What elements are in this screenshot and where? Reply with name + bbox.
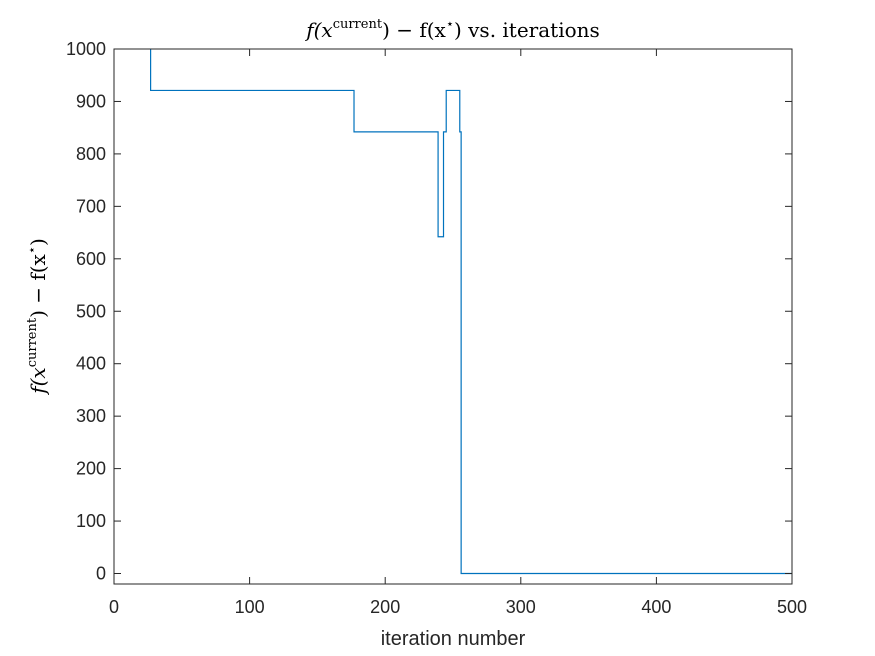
chart-title-part-2: ) − f(x [382,18,446,42]
y-tick-label: 200 [76,459,106,479]
chart-title-part-3: ) vs. iterations [454,18,600,42]
y-tick-label: 0 [96,564,106,584]
y-tick-label: 1000 [66,39,106,59]
y-axis-label: f(xcurrent) − f(x⋆) [25,238,50,396]
chart-title-superscript-2: ⋆ [446,17,454,32]
axes-box [113,48,793,585]
y-axis-label-part-2: ) − f(x [26,253,50,317]
x-axis-label: iteration number [381,628,526,650]
chart-title-part-1: f(x [304,18,332,42]
x-tick-label: 400 [641,597,671,617]
data-layer [150,49,792,575]
chart-title-superscript-1: current [333,17,383,32]
y-axis-label-superscript-1: current [25,317,40,367]
y-tick-label: 300 [76,406,106,426]
plot-area [114,49,792,584]
x-tick-label: 200 [370,597,400,617]
y-tick-label: 800 [76,144,106,164]
y-axis-label-part-3: ) [26,238,50,246]
y-tick-label: 600 [76,249,106,269]
y-tick-label: 100 [76,511,106,531]
y-axis-label-superscript-2: ⋆ [25,246,40,254]
series-line-1 [150,49,792,575]
x-tick-label: 500 [777,597,807,617]
y-tick-label: 500 [76,301,106,321]
y-tick-label: 700 [76,196,106,216]
x-tick-label: 0 [109,597,119,617]
x-tick-label: 300 [506,597,536,617]
chart-title: f(xcurrent) − f(x⋆) vs. iterations [304,17,600,42]
y-tick-label: 400 [76,354,106,374]
y-tick-label: 900 [76,91,106,111]
tick-layer: 0 100 200 300 400 500 0 100 200 300 400 500 600 700 80… [66,39,807,617]
x-tick-label: 100 [235,597,265,617]
y-axis-label-part-1: f(x [26,367,50,395]
